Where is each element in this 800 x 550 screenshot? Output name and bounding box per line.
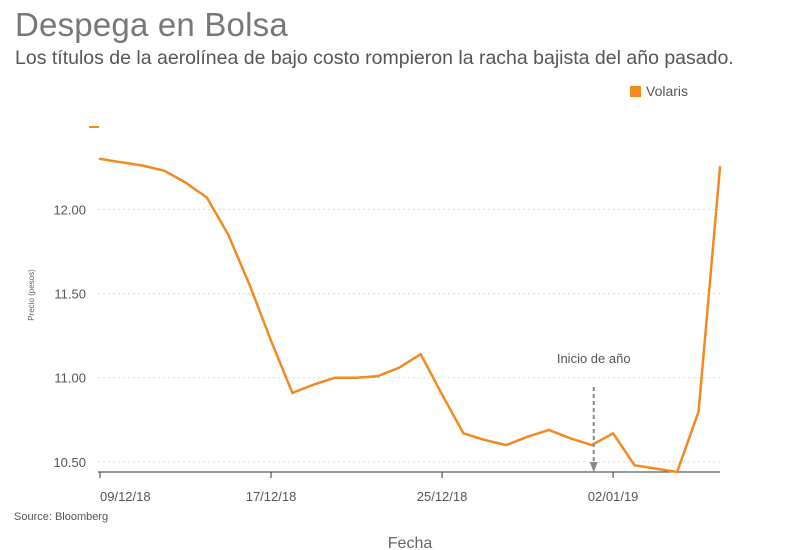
source-note: Source: Bloomberg xyxy=(14,511,109,523)
x-tick-label: 17/12/18 xyxy=(246,489,297,504)
chart-title: Despega en Bolsa xyxy=(15,6,288,43)
y-tick-label: 12.00 xyxy=(53,202,86,217)
legend-swatch xyxy=(630,85,641,97)
annotation-label: Inicio de año xyxy=(557,351,631,366)
y-axis-title: Precio (pesos) xyxy=(27,269,36,321)
x-tick-label: 02/01/19 xyxy=(588,489,639,504)
x-axis-title: Fecha xyxy=(388,535,433,550)
chart-legend: Volaris xyxy=(630,83,688,99)
y-tick-label: 11.50 xyxy=(54,287,86,302)
annotation-arrow-head xyxy=(589,462,598,472)
legend-label: Volaris xyxy=(646,83,689,99)
y-tick-label: 10.50 xyxy=(53,455,86,470)
chart-subtitle: Los títulos de la aerolínea de bajo cost… xyxy=(15,47,734,69)
x-tick-label: 25/12/18 xyxy=(417,489,468,504)
x-tick-label: 09/12/18 xyxy=(100,489,151,504)
series-line-volaris xyxy=(98,157,722,474)
y-tick-label: 11.00 xyxy=(54,371,86,386)
